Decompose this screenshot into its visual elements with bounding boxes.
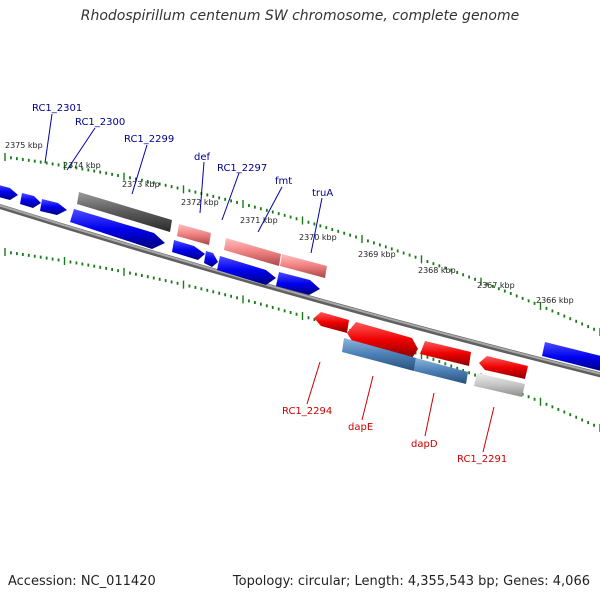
map-title: Rhodospirillum centenum SW chromosome, c… <box>80 8 520 24</box>
accession-text: Accession: NC_011420 <box>8 574 156 589</box>
reverse-strand-genes <box>314 312 528 397</box>
gene-label: fmt <box>275 176 292 187</box>
scale-ticks-outer <box>4 153 600 336</box>
scale-label: 2368 kbp <box>418 266 456 275</box>
gene-arrow[interactable] <box>420 341 471 366</box>
scale-label: 2367 kbp <box>477 281 515 290</box>
forward-gene-labels: RC1_2301 RC1_2300 RC1_2299 def RC1_2297 … <box>32 103 333 254</box>
chromosome-backbone <box>0 203 600 378</box>
gene-arrow[interactable] <box>204 251 218 267</box>
gene-label: dapD <box>411 439 438 450</box>
scale-label: 2369 kbp <box>358 250 396 259</box>
gene-arrow[interactable] <box>217 256 276 285</box>
gene-label: RC1_2297 <box>217 163 267 174</box>
scale-label: 2372 kbp <box>181 198 219 207</box>
gene-arrow[interactable] <box>224 238 281 266</box>
gene-arrow[interactable] <box>20 193 41 208</box>
scale-label: 2374 kbp <box>63 161 101 170</box>
gene-arrow[interactable] <box>177 224 211 245</box>
gene-arrow[interactable] <box>347 322 418 358</box>
gene-label: RC1_2300 <box>75 117 125 128</box>
gene-arrow[interactable] <box>172 240 205 260</box>
gene-arrow[interactable] <box>40 199 67 215</box>
gene-arrow[interactable] <box>314 312 349 333</box>
scale-label: 2370 kbp <box>299 233 337 242</box>
scale-label: 2366 kbp <box>536 296 574 305</box>
scale-label: 2375 kbp <box>5 141 43 150</box>
gene-arrow[interactable] <box>70 209 165 249</box>
topology-text: Topology: circular; Length: 4,355,543 bp… <box>232 574 590 589</box>
gene-label: RC1_2294 <box>282 406 332 417</box>
gene-arrow[interactable] <box>414 358 468 384</box>
gene-label: RC1_2301 <box>32 103 82 114</box>
gene-arrow[interactable] <box>276 272 320 295</box>
gene-label: dapE <box>348 422 373 433</box>
gene-label: RC1_2299 <box>124 134 174 145</box>
gene-arrow[interactable] <box>474 373 525 397</box>
gene-arrow[interactable] <box>479 356 528 379</box>
forward-strand-genes <box>0 184 600 372</box>
gene-label: truA <box>312 188 333 199</box>
scale-label: 2373 kbp <box>122 180 160 189</box>
gene-arrow[interactable] <box>342 338 416 371</box>
scale-label: 2371 kbp <box>240 216 278 225</box>
gene-label: RC1_2291 <box>457 454 507 465</box>
reverse-gene-labels: RC1_2294 dapE dapD RC1_2291 <box>282 361 507 465</box>
scale-labels: 2375 kbp 2374 kbp 2373 kbp 2372 kbp 2371… <box>5 141 574 305</box>
scale-ticks-inner <box>4 248 600 432</box>
gene-arrow[interactable] <box>77 192 172 232</box>
gene-arrow[interactable] <box>280 254 327 278</box>
gene-arrow[interactable] <box>0 184 18 200</box>
gene-label: def <box>194 152 211 163</box>
gene-arrow[interactable] <box>542 342 600 372</box>
